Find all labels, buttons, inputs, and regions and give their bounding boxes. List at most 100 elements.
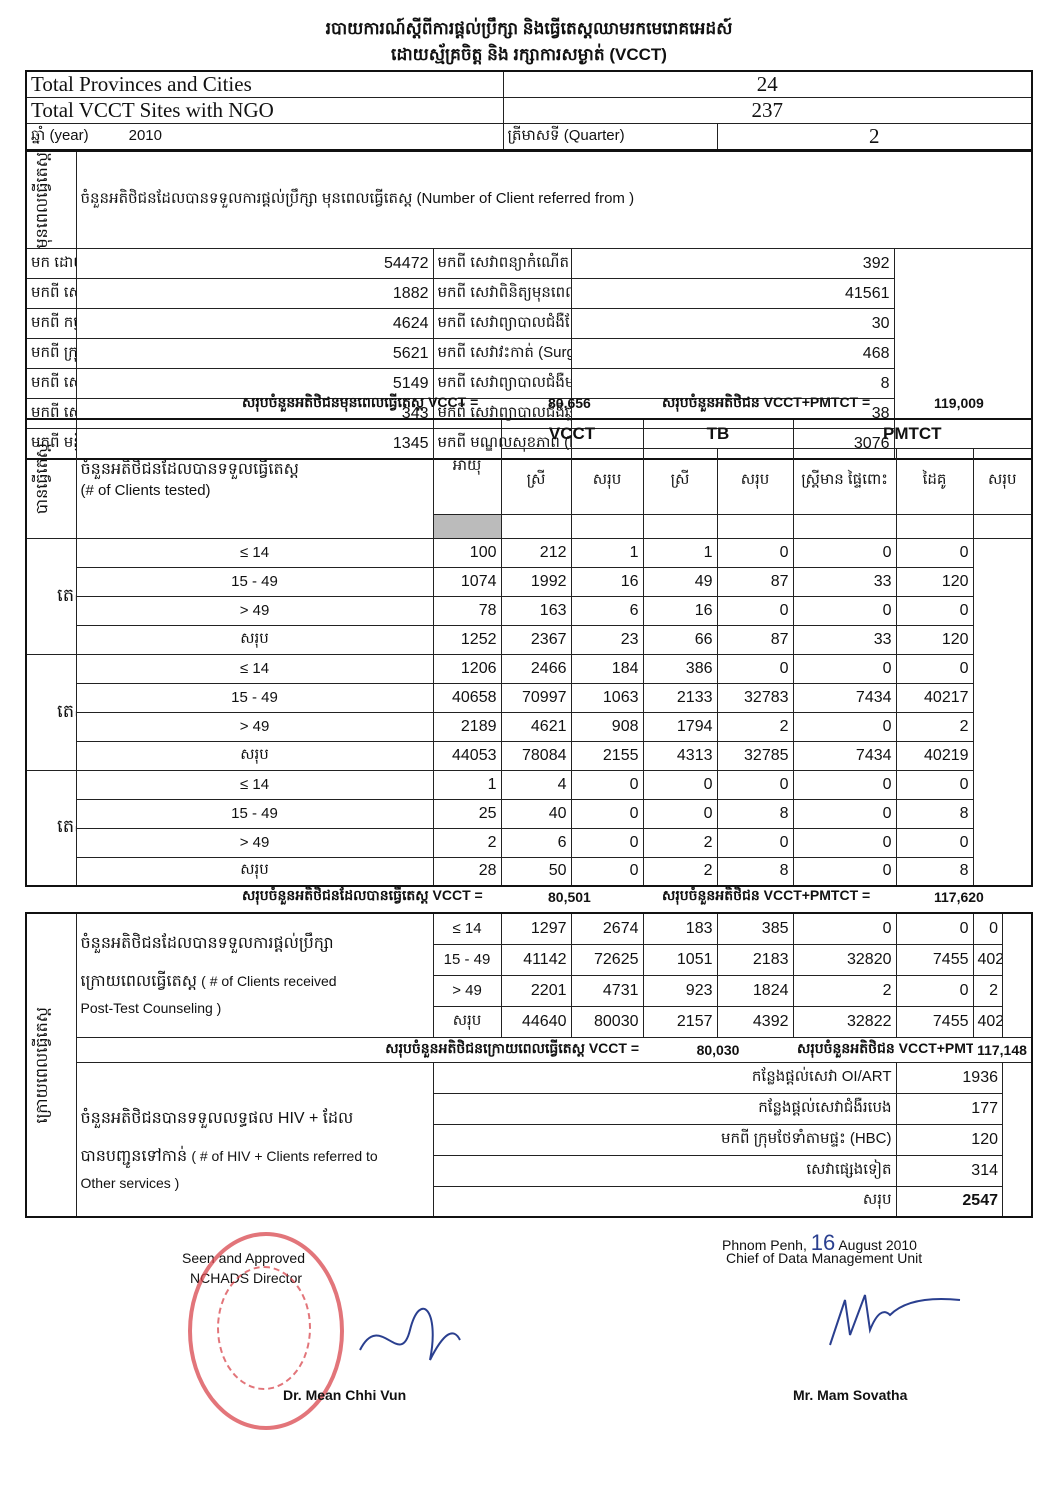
referral-row: មកពី ក្រុមថែទាំតាមផ្ទះ(HBC) និង NGO5621ម… [25, 338, 1032, 370]
count-cell: 0 [570, 798, 644, 829]
count-cell: 7434 [792, 682, 897, 713]
age-header: អាយុ [432, 418, 502, 515]
count-cell: 2155 [570, 740, 644, 771]
column-subheader: សរុប [570, 447, 644, 515]
referral-summary-vcct: 80,656 [548, 395, 591, 411]
count-cell: 32820 [792, 943, 897, 976]
count-cell: 4 [500, 769, 572, 800]
count-cell: 25 [432, 798, 502, 829]
referral-summary-vcct-label: សរុបចំនួនអតិថិជនមុនពេលធ្វើតេស្ត VCCT = [242, 394, 479, 410]
age-group: ≤ 14 [75, 769, 434, 800]
count-cell: 6 [500, 827, 572, 858]
tested-title-en: (# of Clients tested) [80, 482, 211, 499]
count-cell: 0 [792, 856, 897, 887]
referral-source-value: 1882 [75, 278, 434, 310]
result-group-label: តេស្ត HIV Indeterminate [25, 769, 77, 887]
count-cell: 0 [895, 827, 974, 858]
count-cell: 2 [972, 974, 1003, 1007]
referral-row: មកពី សេវាព្យាបាលជំងឺទូទៅ (General Medici… [25, 368, 1032, 400]
count-cell: 0 [792, 595, 897, 626]
referral-source-value: 5149 [75, 368, 434, 400]
count-cell: 4392 [716, 1005, 794, 1038]
post-summary-vcct-label: សរុបចំនួនអតិថិជនក្រោយពេលធ្វើតេស្ត VCCT = [76, 1036, 643, 1063]
count-cell: 0 [792, 798, 897, 829]
count-cell: 80030 [570, 1005, 644, 1038]
referral-destination-value: 177 [895, 1092, 1003, 1125]
header-table: Total Provinces and Cities 24 Total VCCT … [25, 70, 1033, 151]
count-cell: 0 [642, 769, 718, 800]
column-subheader: ស្រី [642, 447, 718, 515]
count-cell: 78084 [500, 740, 572, 771]
count-cell: 0 [570, 856, 644, 887]
count-cell: 2201 [500, 974, 572, 1007]
count-cell: 78 [432, 595, 502, 626]
count-cell: 184 [570, 653, 644, 684]
count-cell: 2 [642, 856, 718, 887]
group-pmtct: PMTCT [792, 418, 1033, 449]
tested-summary-vcct-label: សរុបចំនួនអតិថិជនដែលបានធ្វើតេស្ត VCCT = [242, 887, 483, 903]
tested-summary-vcct: 80,501 [548, 889, 591, 905]
blank-cell [642, 513, 718, 539]
referral-source-value: 54472 [75, 248, 434, 280]
count-cell: 32822 [792, 1005, 897, 1038]
referral-source-label: មកពី សេវាព្យាបាលជំងឺមាត់-ធ្មេញ (Dental) [432, 368, 572, 400]
count-cell: 923 [642, 974, 718, 1007]
referral-source-value: 4624 [75, 308, 434, 340]
tested-row: 15 - 49 40658 70997 1063 2133 32783 7434 40217 [26, 682, 1032, 713]
age-group: 15 - 49 [75, 682, 434, 713]
count-cell: 2674 [570, 912, 644, 945]
count-cell: 0 [792, 912, 897, 945]
referral-destination-value: 1936 [895, 1061, 1003, 1094]
blank-cell [792, 513, 897, 539]
count-cell: 2 [716, 711, 794, 742]
official-stamp [188, 1232, 344, 1430]
count-cell: 2157 [642, 1005, 718, 1038]
referral-destination-value: 314 [895, 1154, 1003, 1187]
referral-source-value: 392 [570, 248, 895, 280]
count-cell: 120 [895, 566, 974, 597]
count-cell: 1824 [716, 974, 794, 1007]
result-group-label: តេស្ត HIV - [25, 653, 77, 771]
count-cell: 1297 [500, 912, 572, 945]
count-cell: 0 [716, 653, 794, 684]
count-cell: 1 [570, 537, 644, 568]
hiv-referral-row: ចំនួនអតិថិជនបានទទួលលទ្ធផល HIV + ដែល បានបញ… [26, 1061, 1032, 1218]
year-label: ឆ្នាំ (year) [31, 126, 89, 144]
count-cell: 0 [716, 769, 794, 800]
count-cell: 386 [642, 653, 718, 684]
count-cell: 2133 [642, 682, 718, 713]
count-cell: 6 [570, 595, 644, 626]
age-group: ≤ 14 [75, 537, 434, 568]
count-cell: 40219 [895, 740, 974, 771]
count-cell: 120 [895, 624, 974, 655]
count-cell: 40275 [972, 943, 1003, 976]
post-test-table: ក្រោយពេលធ្វើតេស្ត ចំនួនអតិថិជនដែលបានទទួលក… [25, 912, 1033, 1218]
count-cell: 40658 [432, 682, 502, 713]
age-group: > 49 [432, 974, 502, 1007]
count-cell: 0 [792, 653, 897, 684]
blank-cell [716, 513, 794, 539]
chief-signature [829, 1294, 961, 1346]
count-cell: 40 [500, 798, 572, 829]
age-group: ≤ 14 [432, 912, 502, 945]
tested-row: > 49 78 163 6 16 0 0 0 [26, 595, 1032, 626]
report-title-line2: ដោយស្ម័គ្រចិត្ត និង រក្សាការសម្ងាត់ (VCC… [391, 45, 667, 64]
year-value: 2010 [128, 126, 162, 144]
referral-title: ចំនួនអតិថិជនដែលបានទទួលការផ្ដល់ប្រឹក្សា ម… [75, 150, 1033, 250]
count-cell: 0 [895, 595, 974, 626]
referral-source-value: 41561 [570, 278, 895, 310]
count-cell: 183 [642, 912, 718, 945]
post-title-km2: ក្រោយពេលធ្វើតេស្ត [80, 973, 197, 990]
post-summary-vcct: 80,030 [643, 1036, 793, 1063]
count-cell: 0 [642, 798, 718, 829]
provinces-value: 24 [502, 70, 1033, 98]
referral-destination-value: 2547 [895, 1185, 1003, 1218]
post-summary-row: សរុបចំនួនអតិថិជនក្រោយពេលធ្វើតេស្ត VCCT =… [26, 1036, 1033, 1063]
referral-source-value: 30 [570, 308, 895, 340]
age-group: សរុប [75, 740, 434, 771]
count-cell: 1 [432, 769, 502, 800]
count-cell: 7434 [792, 740, 897, 771]
referral-row: មក ដោយខ្លួនឯង ( Self referred )54472មកពី… [25, 248, 1032, 280]
